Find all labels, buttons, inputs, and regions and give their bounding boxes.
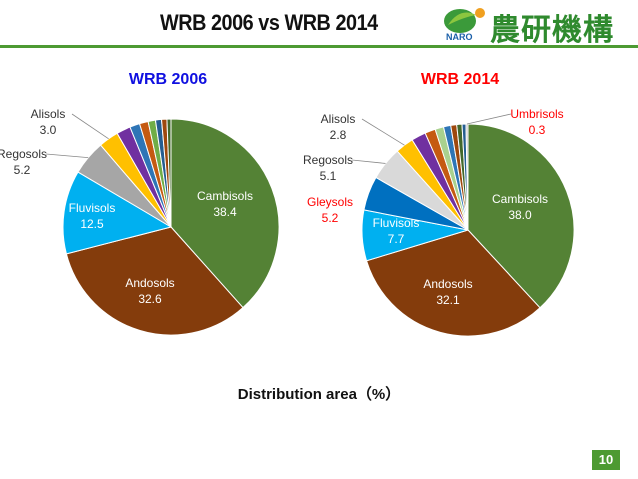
- data-label-andosols: Andosols 32.6: [125, 276, 174, 306]
- pie-slice-cambisols: [467, 123, 575, 309]
- data-label-gleysols: Gleysols 5.2: [307, 195, 353, 225]
- pie-wrb2006: Cambisols 38.4 Andosols 32.6 Fluvisols 12.5 Re…: [0, 107, 280, 336]
- leader-line-regosols: [351, 159, 386, 164]
- pie-slice-cambisols: [170, 118, 280, 309]
- data-label-umbrisols: Umbrisols 0.3: [510, 107, 563, 137]
- data-label-regosols: Regosols 5.1: [303, 153, 353, 183]
- leader-line-alisols: [71, 113, 109, 140]
- pie-slice-11: [166, 118, 172, 228]
- data-label-cambisols: Cambisols 38.0: [492, 192, 548, 222]
- leader-line-umbrisols: [466, 113, 512, 125]
- data-label-regosols: Regosols 5.2: [0, 147, 47, 177]
- data-label-andosols: Andosols 32.1: [423, 277, 472, 307]
- logo-sub-text: NARO: [446, 32, 473, 42]
- chart-caption: Distribution area（%）: [238, 385, 401, 403]
- chart-title-wrb2006: WRB 2006: [129, 71, 207, 88]
- pie-slice-andosols: [65, 226, 244, 336]
- data-label-alisols: Alisols 3.0: [31, 107, 66, 137]
- data-label-fluvisols: Fluvisols 12.5: [69, 201, 116, 231]
- leader-line-alisols: [361, 118, 405, 146]
- data-label-alisols: Alisols 2.8: [321, 112, 356, 142]
- data-label-fluvisols: Fluvisols 7.7: [373, 216, 420, 246]
- leaf-logo-icon: [444, 8, 485, 33]
- pie-slice-fluvisols: [62, 171, 173, 255]
- chart-title-wrb2014: WRB 2014: [421, 71, 499, 88]
- leader-line-regosols: [45, 153, 89, 159]
- data-label-cambisols: Cambisols 38.4: [197, 189, 253, 219]
- pie-wrb2014: Cambisols 38.0 Andosols 32.1 Fluvisols 7.7 Gle…: [303, 107, 575, 337]
- header-rule: [0, 45, 638, 48]
- naro-logo: NARO 農研機構: [440, 3, 638, 48]
- slide-title: WRB 2006 vs WRB 2014: [160, 10, 378, 35]
- pie-slice-andosols: [365, 229, 541, 337]
- page-number: 10: [592, 450, 620, 470]
- logo-text: 農研機構: [490, 13, 614, 48]
